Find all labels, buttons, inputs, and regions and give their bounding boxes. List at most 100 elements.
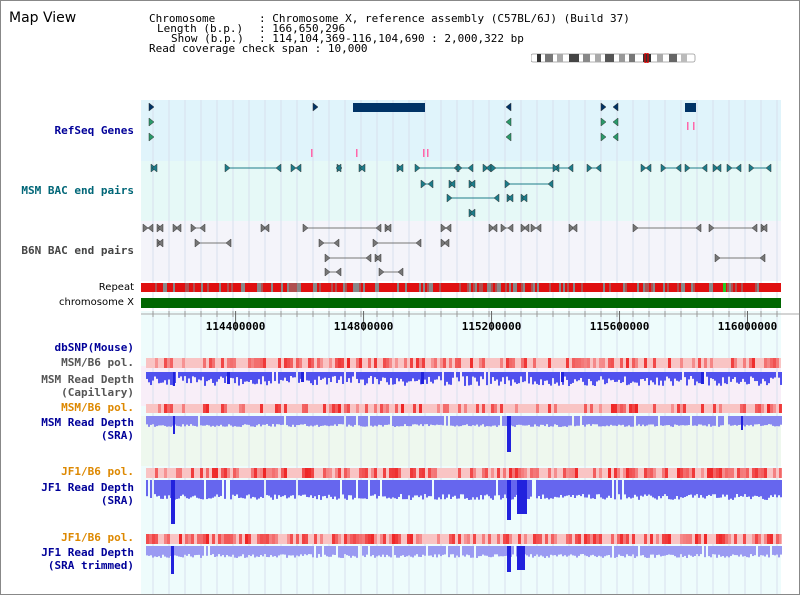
jf1-depth-bar [314,480,316,497]
jf1-depth-bar [220,480,222,496]
refseq-genes-label[interactable]: RefSeq Genes [54,124,134,137]
msm-depth-sra-bar [270,416,272,427]
msm-b6-pol-strip-cell [704,358,707,368]
repeat-bar [475,283,477,292]
repeat-bar [185,283,187,292]
msm-b6-pol-label-2[interactable]: MSM/B6 pol. [61,401,134,414]
msm-b6-pol-strip-cell [296,358,299,368]
repeat-bar [671,283,673,292]
msm-depth-sra-bar [332,416,334,426]
msm-depth-sra-bar [194,416,196,426]
jf1-trim-depth-bar [286,546,288,558]
jf1-depth-bar [378,480,380,496]
jf1-trim-depth-bar [222,546,224,556]
msm-depth-sra-label-1[interactable]: MSM Read Depth [41,416,134,429]
msm-depth-capillary-bar [270,372,272,384]
jf1-trim-depth-bar [258,546,260,557]
jf1-b6-pol-strip-2-cell [545,534,548,544]
jf1-trim-depth-bar [556,546,558,557]
repeat-bar [375,283,377,292]
jf1-depth-bar [468,480,470,500]
msm-b6-pol-strip-2-cell [584,404,587,413]
dbsnp-label[interactable]: dbSNP(Mouse) [54,341,134,354]
jf1-depth-bar [576,480,578,496]
msm-bac-pair-end [765,163,772,173]
b6n-bac-pair-end [190,223,197,233]
jf1-depth-bar [310,480,312,496]
msm-b6-pol-strip-cell [290,358,293,368]
msm-depth-capillary-bar [426,372,428,384]
repeat-bar [171,283,173,292]
msm-depth-capillary-label-1[interactable]: MSM Read Depth [41,373,134,386]
jf1-b6-pol-strip-cell [326,468,329,478]
jf1-trim-depth-bar [312,546,314,558]
msm-depth-capillary-bar [730,372,732,382]
jf1-b6-pol-strip-2-cell [566,534,569,544]
msm-depth-capillary-bar [462,372,464,377]
jf1-depth-bar [450,480,452,499]
jf1-trim-depth-bar [264,546,266,555]
msm-b6-pol-label[interactable]: MSM/B6 pol. [61,356,134,369]
jf1-depth-bar [774,480,776,495]
jf1-trim-depth-bar [648,546,650,558]
msm-depth-capillary-bar [696,372,698,382]
jf1-trim-depth-bar [262,546,264,557]
jf1-trim-depth-bar [568,546,570,556]
msm-bac-pair-end [735,163,742,173]
msm-depth-capillary-spike [421,372,424,384]
jf1-b6-pol-strip-cell [305,468,308,478]
msm-depth-capillary-bar [566,372,568,380]
b6n-bac-pair-end [415,238,422,248]
jf1-b6-pol-strip-cell [647,468,650,478]
repeat-bar [485,283,487,292]
jf1-trim-depth-bar [160,546,162,558]
msm-depth-sra-bar [432,416,434,426]
jf1-depth-bar [706,480,708,497]
jf1-b6-pol-label-2[interactable]: JF1/B6 pol. [61,531,134,544]
jf1-b6-pol-strip-2-cell [167,534,170,544]
repeat-bar [509,283,511,292]
msm-bac-label[interactable]: MSM BAC end pairs [21,184,134,197]
jf1-depth-label-1[interactable]: JF1 Read Depth [41,481,134,494]
repeat-bar [181,283,183,292]
jf1-b6-pol-strip-2-cell [575,534,578,544]
jf1-depth-bar [396,480,398,499]
b6n-bac-pair-end [445,223,452,233]
repeat-bar [303,283,305,292]
msm-b6-pol-strip-2-base [146,404,781,413]
repeat-bar [243,283,245,292]
msm-depth-capillary-bar [414,372,416,382]
msm-b6-pol-strip-2-cell [383,404,386,413]
msm-depth-sra-bar [456,416,458,426]
jf1-depth-bar [168,480,170,496]
msm-depth-capillary-bar [274,372,276,382]
repeat-bar [659,283,661,292]
repeat-bar [619,283,621,292]
msm-depth-capillary-bar [392,372,394,385]
msm-depth-sra-bar [398,416,400,427]
msm-depth-sra-bar [774,416,776,427]
jf1-b6-pol-strip-2-cell [344,534,347,544]
jf1-depth-bar [476,480,478,498]
jf1-trim-label-1[interactable]: JF1 Read Depth [41,546,134,559]
msm-bac-pair-end [359,163,366,173]
jf1-b6-pol-label[interactable]: JF1/B6 pol. [61,465,134,478]
repeat-bar [335,283,337,292]
msm-b6-pol-strip-2-cell [458,404,461,413]
jf1-depth-bar [666,480,668,497]
jf1-b6-pol-strip-2-cell [239,534,242,544]
msm-b6-pol-strip-2-cell [713,404,716,413]
repeat-bar [359,283,361,292]
repeat-bar [245,283,247,292]
repeat-bar [447,283,449,292]
jf1-depth-bar [360,480,362,499]
chromosome-ideogram[interactable] [531,53,696,63]
repeat-bar [611,283,613,292]
msm-depth-sra-bar [514,416,516,427]
jf1-trim-depth-bar [256,546,258,557]
jf1-depth-bar [548,480,550,500]
jf1-depth-bar [670,480,672,500]
jf1-trim-depth-bar [266,546,268,557]
b6n-bac-label[interactable]: B6N BAC end pairs [21,244,134,257]
